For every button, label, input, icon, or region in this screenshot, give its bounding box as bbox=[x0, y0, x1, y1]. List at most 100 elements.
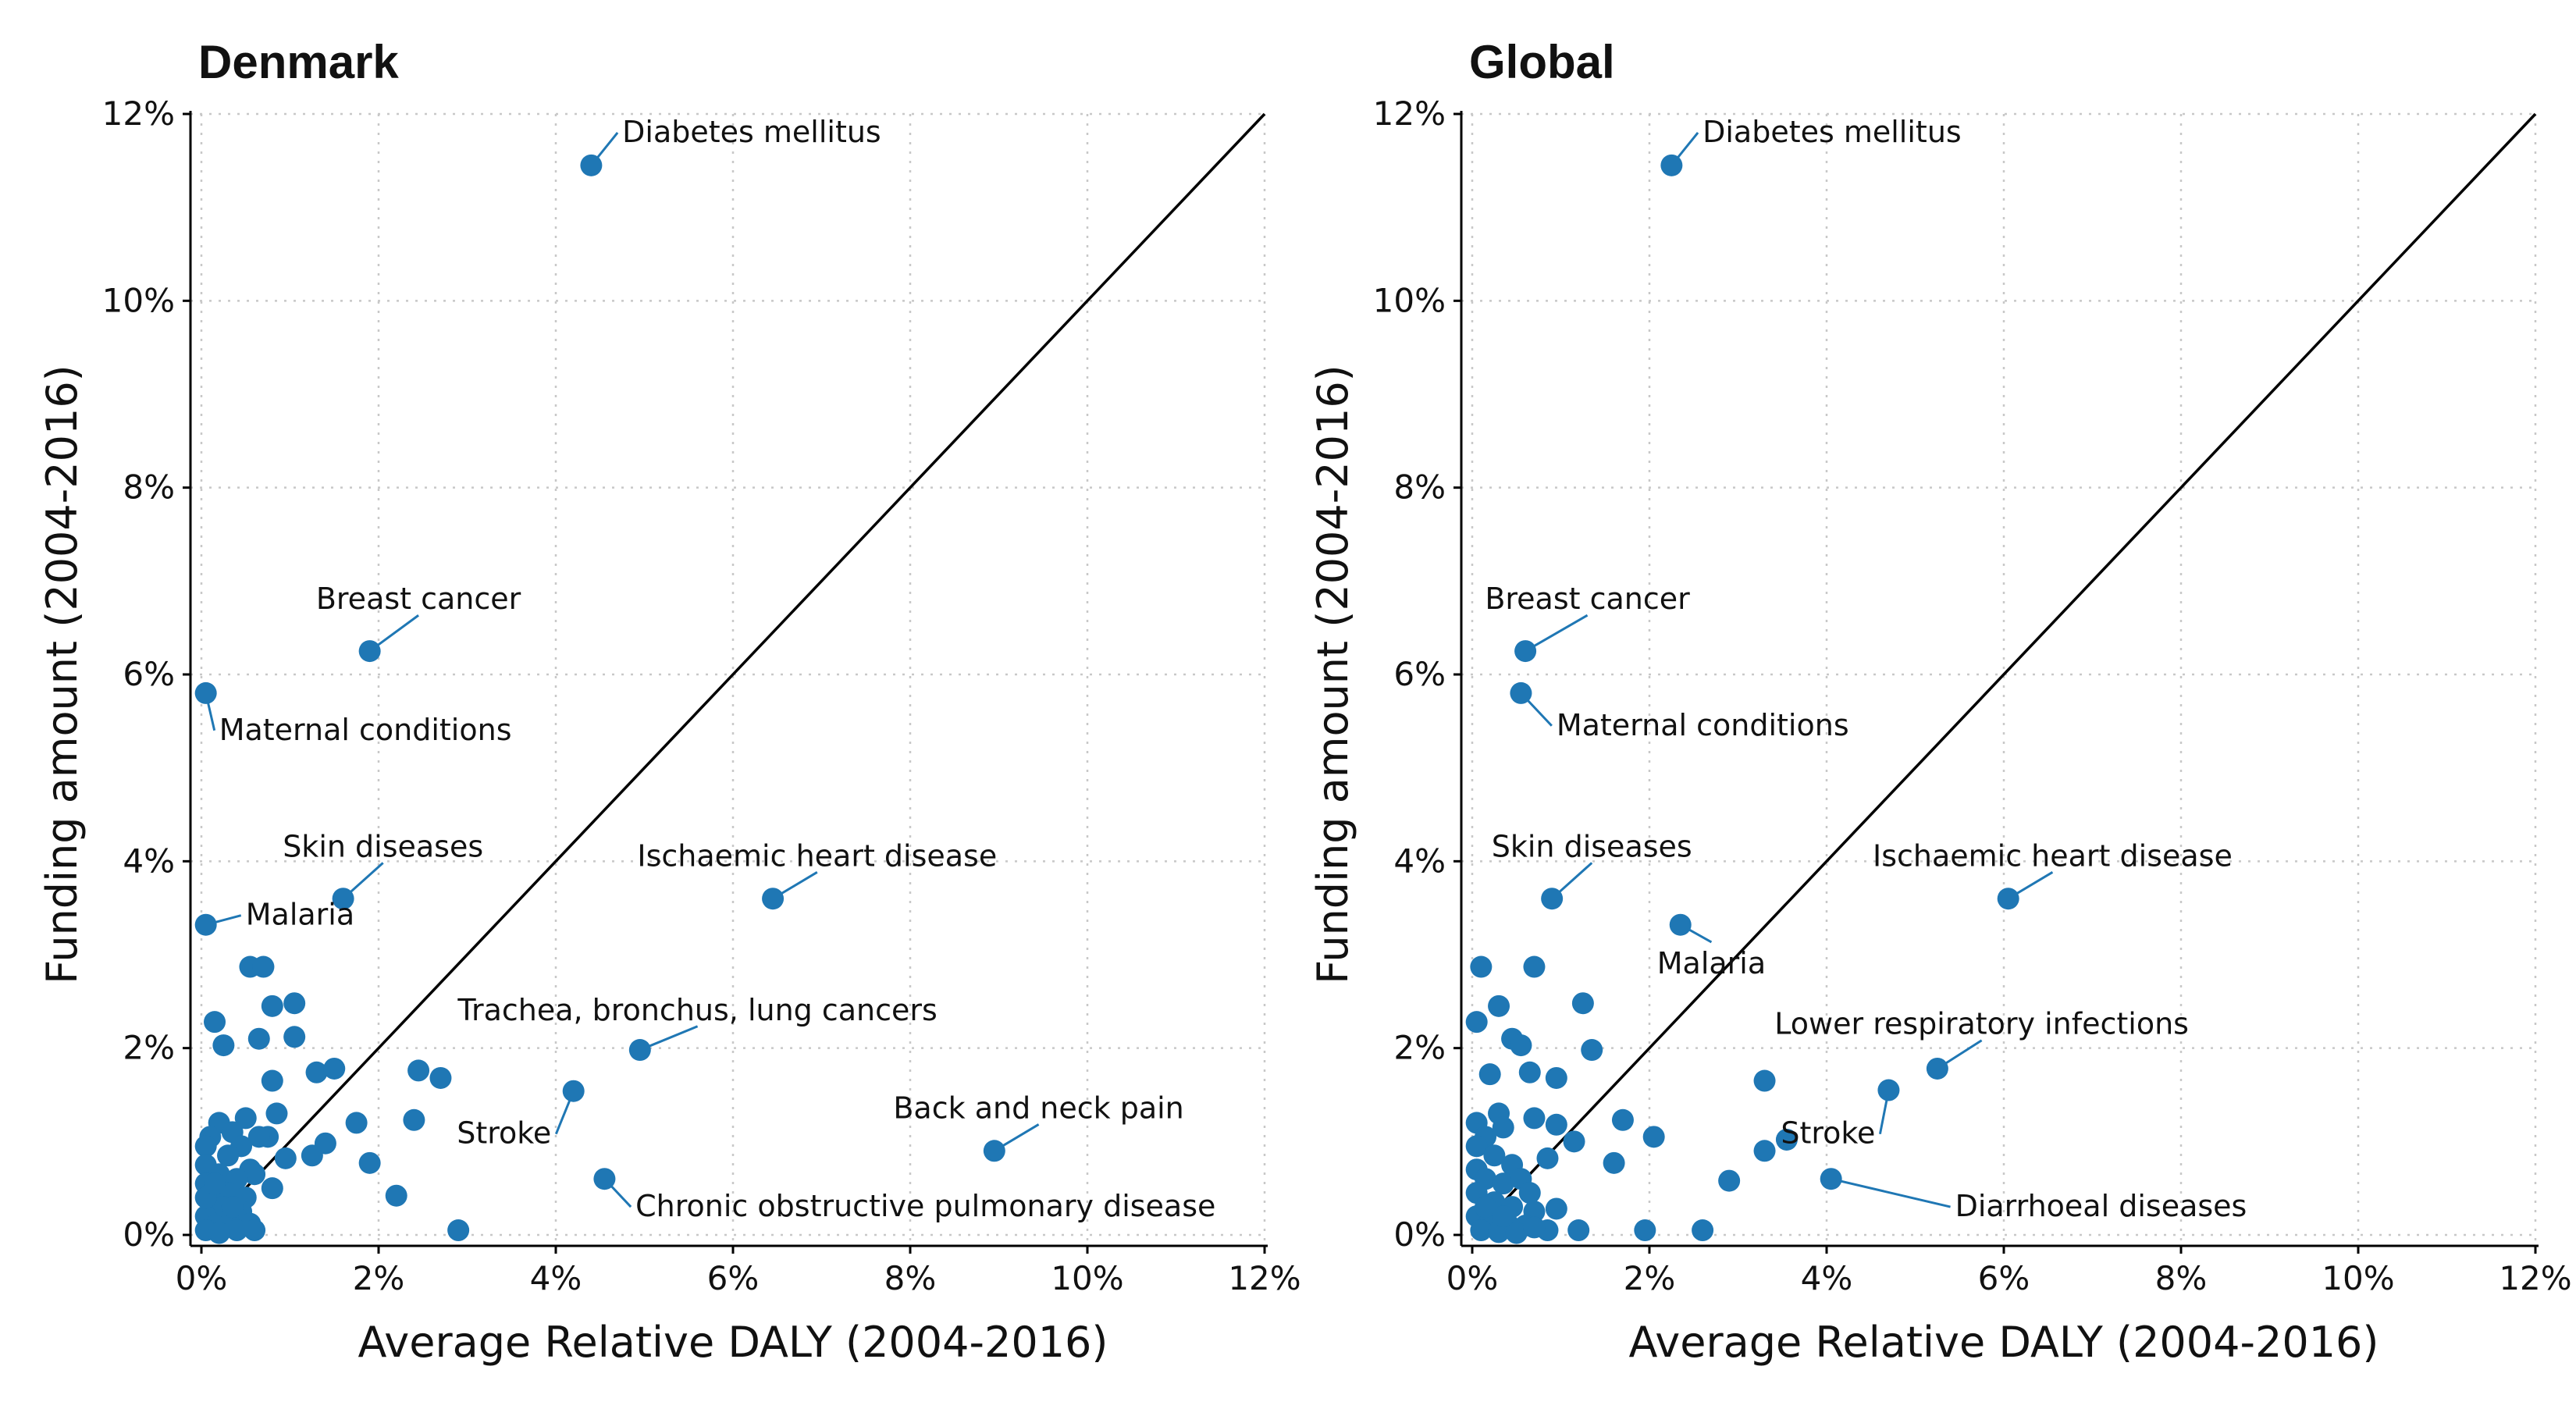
y-tick-label: 12% bbox=[102, 94, 175, 133]
data-point bbox=[1567, 1219, 1590, 1242]
data-point bbox=[261, 994, 283, 1017]
x-tick-label: 0% bbox=[1446, 1259, 1499, 1297]
data-point bbox=[1510, 681, 1532, 704]
x-axis-label: Average Relative DALY (2004-2016) bbox=[1629, 1318, 2379, 1367]
data-point bbox=[1545, 1113, 1567, 1136]
point-label: Stroke bbox=[1781, 1116, 1875, 1151]
data-point bbox=[1523, 955, 1546, 978]
panel-title: Denmark bbox=[198, 36, 399, 88]
data-point bbox=[1545, 1197, 1567, 1220]
data-point bbox=[1541, 888, 1564, 910]
y-tick-label: 8% bbox=[123, 468, 175, 507]
reference-line bbox=[1471, 112, 2537, 1236]
data-point bbox=[1488, 994, 1510, 1017]
data-point bbox=[1753, 1069, 1776, 1092]
point-label: Diabetes mellitus bbox=[1703, 115, 1962, 149]
data-point bbox=[1571, 992, 1594, 1015]
data-point bbox=[1492, 1172, 1514, 1195]
y-tick-label: 4% bbox=[123, 841, 175, 880]
data-point bbox=[1470, 1219, 1493, 1242]
point-label: Skin diseases bbox=[283, 829, 483, 863]
data-point bbox=[247, 1126, 270, 1148]
data-point bbox=[247, 1027, 270, 1050]
y-tick-label: 8% bbox=[1393, 468, 1446, 507]
data-point bbox=[1775, 1128, 1798, 1151]
data-point bbox=[1475, 1196, 1497, 1219]
data-point bbox=[1492, 1116, 1514, 1139]
annotation-leader bbox=[1525, 614, 1589, 653]
data-point bbox=[1545, 1066, 1567, 1089]
data-point bbox=[1634, 1219, 1656, 1242]
data-point bbox=[1611, 1108, 1634, 1131]
y-axis-label: Funding amount (2004-2016) bbox=[1308, 365, 1357, 984]
annotation-leader bbox=[1831, 1177, 1951, 1208]
data-point bbox=[358, 1151, 381, 1174]
data-point bbox=[234, 1107, 257, 1130]
point-label: Maternal conditions bbox=[219, 713, 512, 747]
data-point bbox=[562, 1080, 585, 1102]
point-label: Diabetes mellitus bbox=[622, 115, 881, 149]
point-label: Ischaemic heart disease bbox=[637, 838, 997, 873]
x-axis-label: Average Relative DALY (2004-2016) bbox=[358, 1318, 1108, 1367]
x-tick-label: 8% bbox=[2155, 1259, 2208, 1297]
x-tick-label: 12% bbox=[2499, 1259, 2571, 1297]
data-point bbox=[1997, 888, 2019, 910]
data-point bbox=[1523, 1107, 1546, 1130]
data-point bbox=[1669, 913, 1692, 936]
data-point bbox=[1523, 1216, 1546, 1239]
panel-denmark: 0%0% 2% 2% 4% 4% 6% 6% 8% 8% 10% 10% 12% 12% Diabetes… bbox=[37, 36, 1301, 1367]
y-tick-label: 4% bbox=[1393, 841, 1446, 880]
data-point bbox=[283, 992, 306, 1015]
data-point bbox=[1926, 1057, 1948, 1080]
data-point bbox=[1660, 154, 1683, 176]
data-point bbox=[407, 1059, 430, 1082]
point-label: Malaria bbox=[246, 898, 354, 932]
data-point bbox=[385, 1184, 407, 1207]
data-point bbox=[261, 1069, 283, 1092]
y-tick-label: 12% bbox=[1373, 94, 1446, 133]
data-point bbox=[1483, 1144, 1506, 1167]
data-point bbox=[204, 1011, 226, 1034]
data-point bbox=[1492, 1205, 1514, 1228]
data-point bbox=[1718, 1169, 1741, 1192]
data-point bbox=[252, 955, 275, 978]
data-point bbox=[580, 154, 603, 176]
x-tick-label: 4% bbox=[1801, 1259, 1853, 1297]
x-tick-label: 6% bbox=[1978, 1259, 2030, 1297]
data-point bbox=[447, 1219, 470, 1242]
data-point bbox=[1820, 1168, 1842, 1190]
x-tick-label: 12% bbox=[1228, 1259, 1300, 1297]
data-point bbox=[1470, 955, 1493, 978]
data-point bbox=[217, 1144, 240, 1167]
y-tick-label: 2% bbox=[123, 1029, 175, 1067]
data-point bbox=[332, 888, 354, 910]
data-point bbox=[1603, 1151, 1625, 1174]
data-point bbox=[1510, 1034, 1532, 1057]
panel-global: 0%0% 2% 2% 4% 4% 6% 6% 8% 8% 10% 10% 12% 12% Diabetes… bbox=[1308, 36, 2572, 1367]
point-label: Diarrhoeal diseases bbox=[1955, 1189, 2247, 1223]
y-tick-label: 6% bbox=[1393, 655, 1446, 693]
y-axis-label: Funding amount (2004-2016) bbox=[37, 365, 87, 984]
x-tick-label: 2% bbox=[353, 1259, 405, 1297]
point-label: Malaria bbox=[1657, 946, 1766, 980]
x-tick-label: 8% bbox=[884, 1259, 937, 1297]
x-tick-label: 10% bbox=[2322, 1259, 2394, 1297]
data-point bbox=[274, 1147, 297, 1169]
y-tick-label: 2% bbox=[1393, 1029, 1446, 1067]
data-point bbox=[429, 1066, 452, 1089]
data-point bbox=[1563, 1130, 1585, 1153]
x-tick-label: 10% bbox=[1051, 1259, 1123, 1297]
point-label: Breast cancer bbox=[1485, 582, 1690, 616]
data-point bbox=[1753, 1140, 1776, 1162]
point-label: Back and neck pain bbox=[893, 1091, 1183, 1125]
data-point bbox=[194, 681, 217, 704]
data-point bbox=[403, 1108, 425, 1131]
data-point bbox=[1877, 1079, 1900, 1101]
point-label: Breast cancer bbox=[316, 582, 521, 616]
data-point bbox=[628, 1039, 651, 1062]
data-point bbox=[1505, 1222, 1528, 1244]
data-point bbox=[1478, 1063, 1501, 1086]
data-point bbox=[265, 1102, 288, 1125]
